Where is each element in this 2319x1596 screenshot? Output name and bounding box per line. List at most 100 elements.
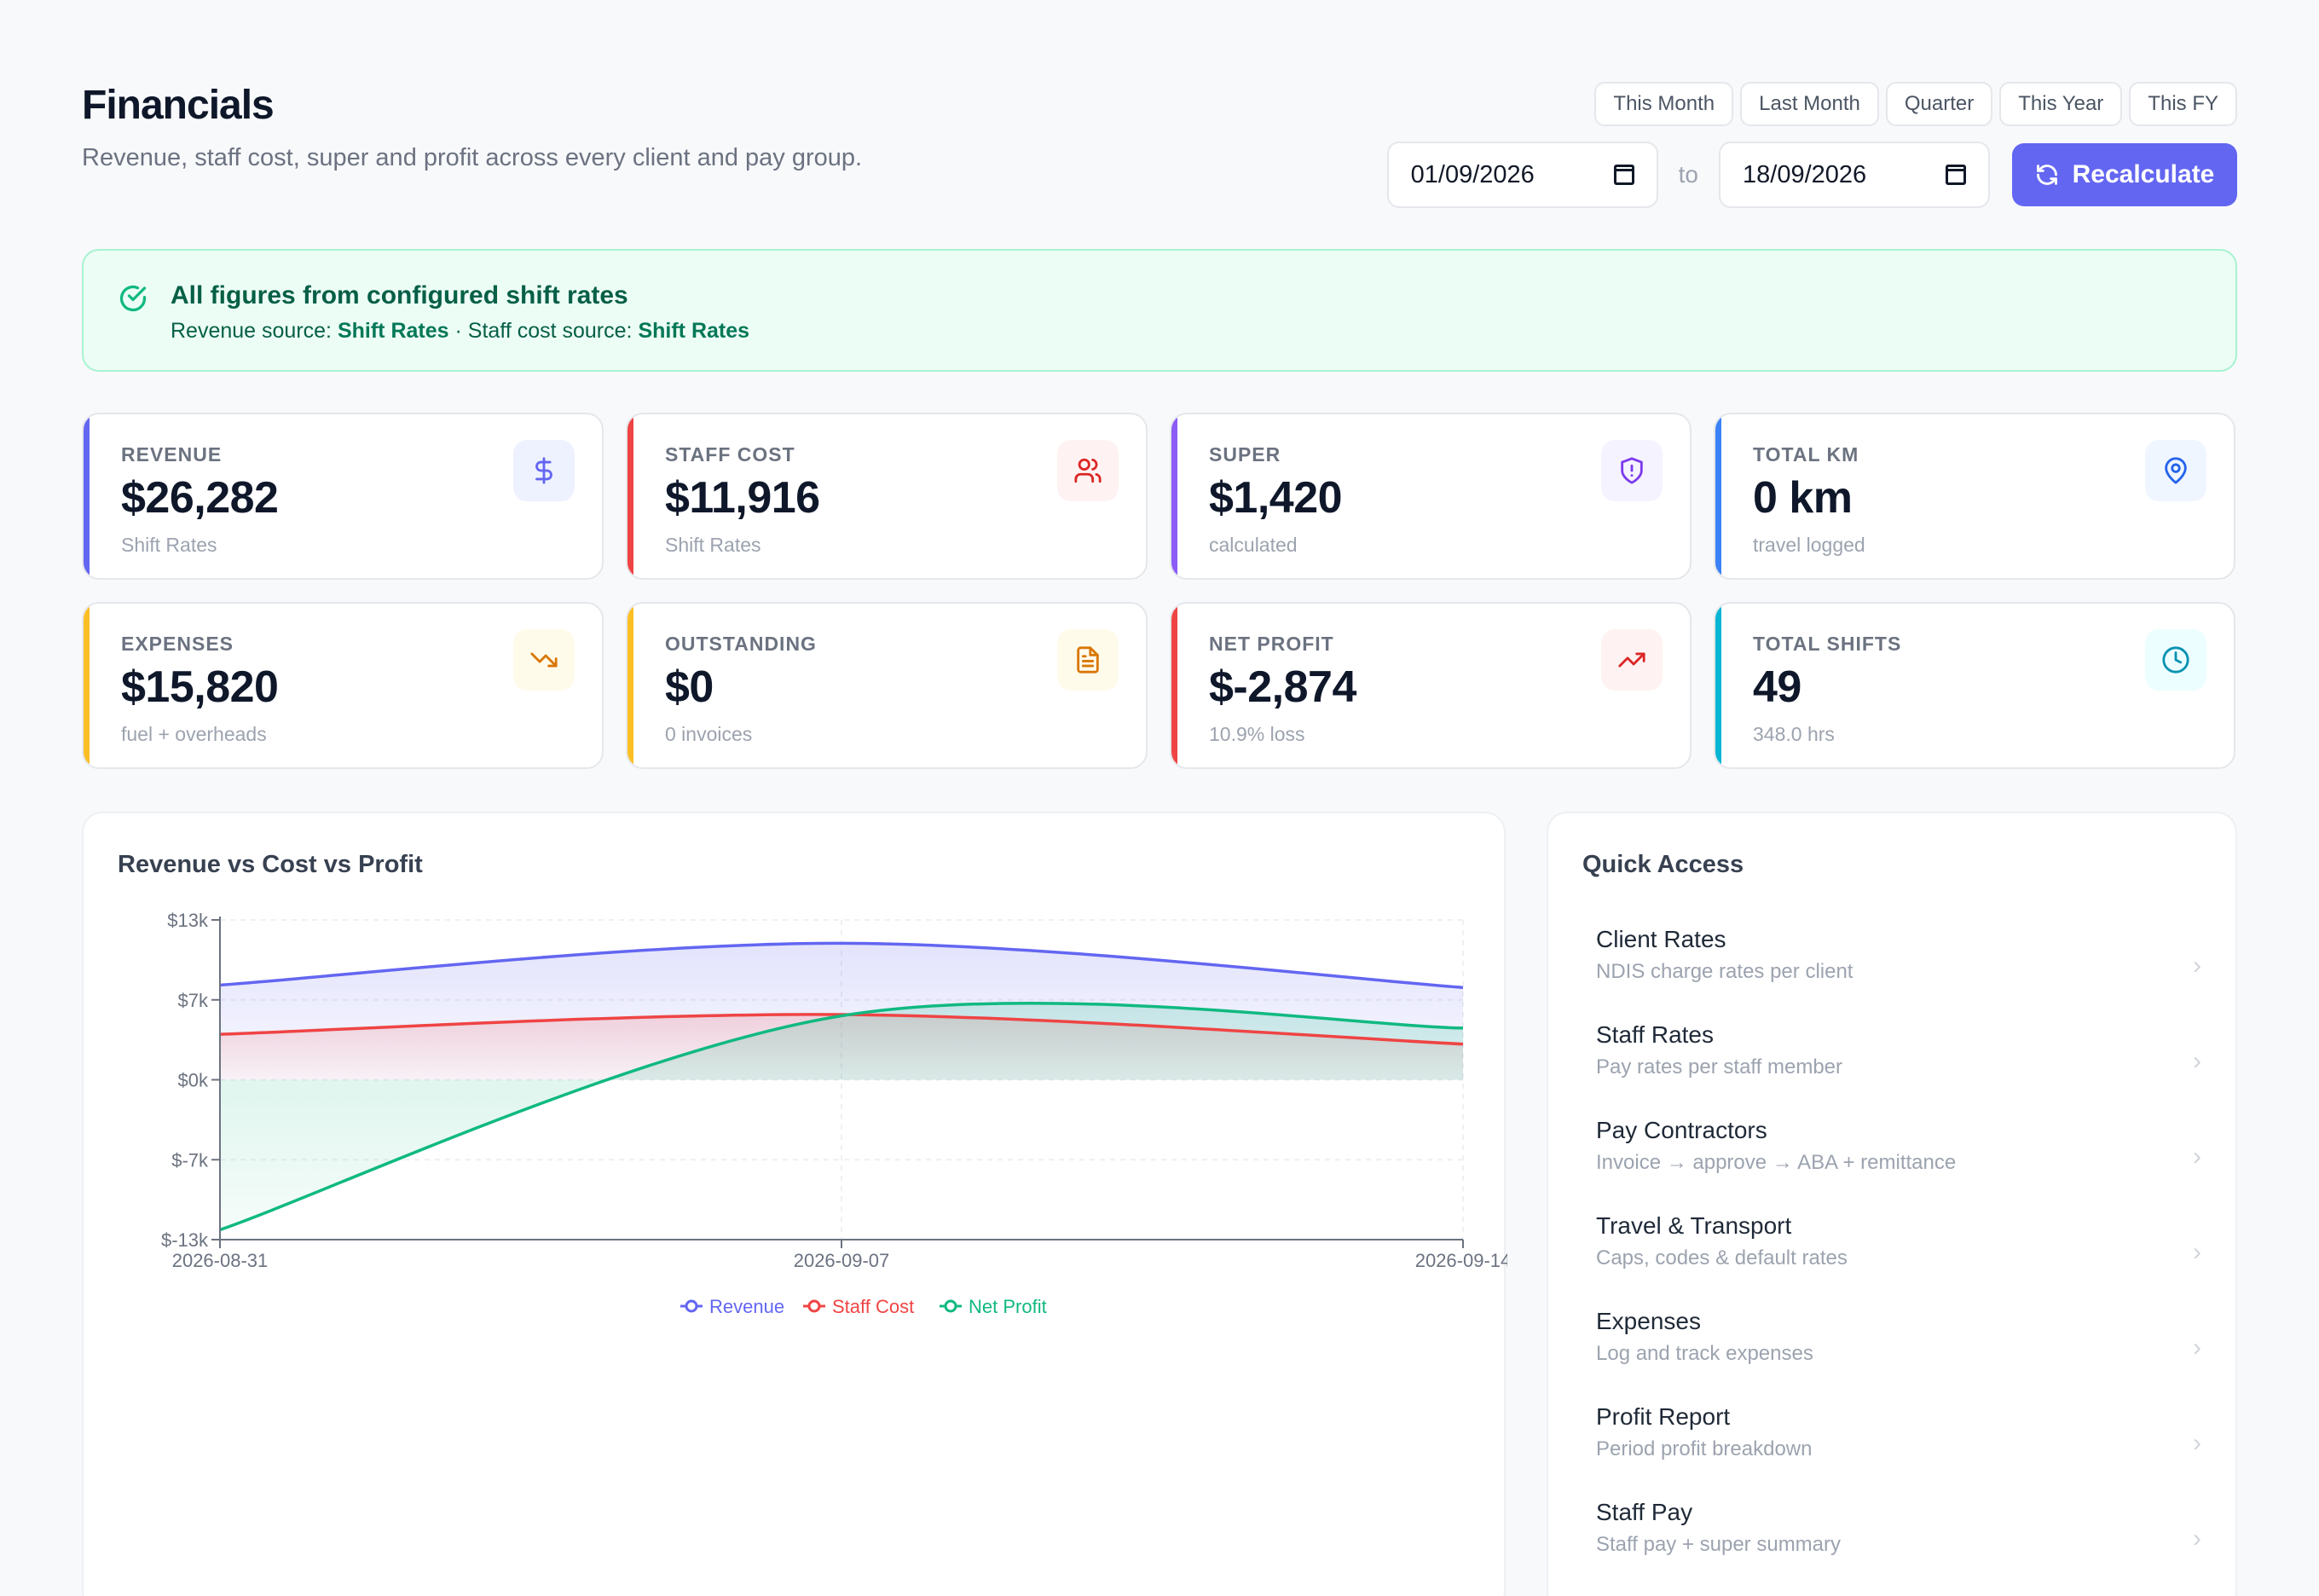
y-tick-label: $0k: [178, 1070, 209, 1091]
stat-value: $15,820: [121, 662, 279, 712]
preset-this-fy-button[interactable]: This FY: [2129, 82, 2237, 126]
page-header: Financials Revenue, staff cost, super an…: [82, 82, 862, 172]
chevron-right-icon: ›: [2193, 951, 2201, 980]
quick-access-item-title: Staff Rates: [1596, 1021, 1715, 1048]
stat-sub: Shift Rates: [665, 534, 761, 556]
stat-label: TOTAL KM: [1753, 443, 1859, 466]
quick-access-item-staff-rates[interactable]: Staff Rates Pay rates per staff member ›: [1596, 1021, 2201, 1107]
period-presets: This Month Last Month Quarter This Year …: [1594, 82, 2237, 126]
stat-value: $-2,874: [1209, 662, 1356, 712]
refresh-icon: [2036, 165, 2057, 185]
y-tick-label: $-13k: [161, 1229, 209, 1251]
quick-access-item-title: Profit Report: [1596, 1403, 1731, 1430]
stat-card-expenses: EXPENSES $15,820 fuel + overheads: [82, 602, 604, 769]
date-to-value: 18/09/2026: [1743, 160, 1867, 188]
chevron-right-icon: ›: [2193, 1142, 2201, 1171]
preset-this-month-button[interactable]: This Month: [1594, 82, 1734, 126]
chevron-right-icon: ›: [2193, 1047, 2201, 1075]
chart-card: Revenue vs Cost vs Profit $13k $7k $0k $-7k…: [82, 812, 1507, 1596]
stat-sub: 0 invoices: [665, 723, 753, 745]
recalculate-label: Recalculate: [2072, 160, 2215, 188]
shield-icon: [1601, 440, 1663, 501]
date-to-input[interactable]: 18/09/2026: [1719, 142, 1990, 208]
stat-sub: fuel + overheads: [121, 723, 267, 745]
quick-access-item-staff-pay[interactable]: Staff Pay Staff pay + super summary ›: [1596, 1499, 2201, 1584]
quick-access-item-desc: NDIS charge rates per client: [1596, 960, 1853, 983]
stat-accent: [1171, 604, 1177, 767]
x-tick-label: 2026-09-14: [1415, 1250, 1507, 1271]
stat-label: SUPER: [1209, 443, 1281, 466]
preset-quarter-button[interactable]: Quarter: [1885, 82, 1993, 126]
quick-access-card: Quick Access Client Rates NDIS charge rat…: [1547, 812, 2237, 1596]
preset-this-year-button[interactable]: This Year: [1999, 82, 2123, 126]
file-icon: [1057, 629, 1119, 691]
stat-sub: calculated: [1209, 534, 1298, 556]
y-tick-label: $-7k: [171, 1149, 209, 1171]
revenue-source-value: Shift Rates: [337, 319, 449, 343]
stat-sub: travel logged: [1753, 534, 1865, 556]
chevron-right-icon: ›: [2193, 1524, 2201, 1553]
series-line-revenue: [219, 941, 1464, 990]
stat-card-total-shifts: TOTAL SHIFTS 49 348.0 hrs: [1714, 602, 2235, 769]
stat-accent: [1171, 414, 1177, 578]
banner-text: Revenue source: Shift Rates · Staff cost…: [171, 319, 749, 344]
quick-access-title: Quick Access: [1582, 851, 1744, 878]
stat-card-revenue: REVENUE $26,282 Shift Rates: [82, 413, 604, 580]
cost-source-value: Shift Rates: [638, 319, 750, 343]
stat-value: 49: [1753, 662, 1801, 712]
trending-down-icon: [513, 629, 575, 691]
page-title: Financials: [82, 83, 275, 128]
legend-marker: [685, 1299, 698, 1313]
legend-label-staff-cost: Staff Cost: [832, 1296, 914, 1317]
stat-card-outstanding: OUTSTANDING $0 0 invoices: [626, 602, 1148, 769]
stat-accent: [84, 604, 90, 767]
clock-icon: [2145, 629, 2206, 691]
legend-marker: [807, 1299, 821, 1313]
stat-value: $26,282: [121, 473, 279, 523]
quick-access-item-title: Travel & Transport: [1596, 1212, 1792, 1239]
quick-access-item-client-rates[interactable]: Client Rates NDIS charge rates per client…: [1596, 926, 2201, 1011]
quick-access-item-travel-transport[interactable]: Travel & Transport Caps, codes & default …: [1596, 1212, 2201, 1298]
y-tick-label: $13k: [167, 910, 209, 931]
series-line-net-profit: [219, 1001, 1464, 1232]
map-pin-icon: [2145, 440, 2206, 501]
chevron-right-icon: ›: [2193, 1238, 2201, 1266]
date-to-label: to: [1678, 161, 1698, 188]
x-tick-label: 2026-09-07: [794, 1250, 890, 1271]
source-banner: All figures from configured shift rates …: [82, 249, 2237, 372]
check-circle-icon: [119, 285, 147, 312]
stat-card-super: SUPER $1,420 calculated: [1170, 413, 1692, 580]
stat-value: $0: [665, 662, 714, 712]
chart-title: Revenue vs Cost vs Profit: [118, 851, 423, 878]
stat-accent: [1715, 604, 1721, 767]
stat-accent: [84, 414, 90, 578]
x-tick-label: 2026-08-31: [172, 1250, 269, 1271]
calendar-icon[interactable]: [1613, 165, 1634, 185]
quick-access-item-pay-contractors[interactable]: Pay Contractors Invoice → approve → ABA +…: [1596, 1117, 2201, 1202]
stat-sub: 10.9% loss: [1209, 723, 1305, 745]
quick-access-item-title: Client Rates: [1596, 926, 1726, 952]
preset-last-month-button[interactable]: Last Month: [1740, 82, 1879, 126]
date-from-value: 01/09/2026: [1410, 160, 1535, 188]
dollar-icon: [513, 440, 575, 501]
calendar-icon[interactable]: [1946, 165, 1966, 185]
quick-access-item-desc: Pay rates per staff member: [1596, 1055, 1843, 1078]
quick-access-item-profit-report[interactable]: Profit Report Period profit breakdown ›: [1596, 1403, 2201, 1489]
date-from-input[interactable]: 01/09/2026: [1386, 142, 1658, 208]
users-icon: [1057, 440, 1119, 501]
banner-title: All figures from configured shift rates: [171, 281, 628, 309]
quick-access-item-desc: Invoice → approve → ABA + remittance: [1596, 1151, 1957, 1174]
quick-access-item-title: Staff Pay: [1596, 1499, 1693, 1525]
cost-source-label: Staff cost source:: [467, 319, 633, 343]
quick-access-item-expenses[interactable]: Expenses Log and track expenses ›: [1596, 1308, 2201, 1393]
legend-label-revenue: Revenue: [709, 1296, 784, 1317]
stat-accent: [1715, 414, 1721, 578]
stat-label: TOTAL SHIFTS: [1753, 633, 1902, 655]
page-subtitle: Revenue, staff cost, super and profit ac…: [82, 144, 863, 171]
legend-label-net-profit: Net Profit: [969, 1296, 1047, 1317]
recalculate-button[interactable]: Recalculate: [2012, 143, 2237, 206]
stat-card-total-km: TOTAL KM 0 km travel logged: [1714, 413, 2235, 580]
banner-separator: ·: [454, 319, 462, 343]
stat-value: $1,420: [1209, 473, 1343, 523]
